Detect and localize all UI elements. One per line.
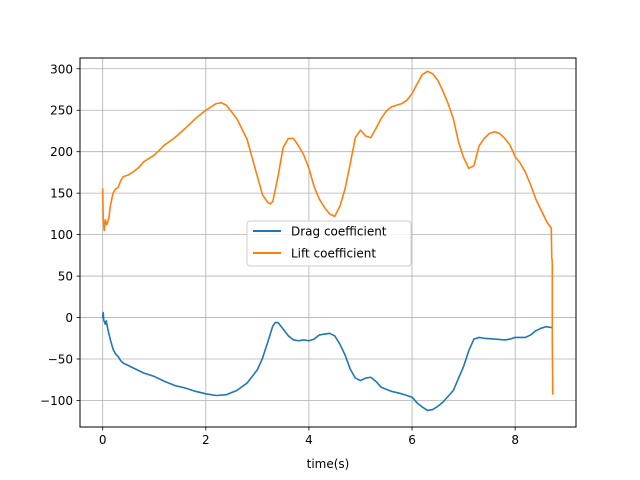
y-tick-label: 200 [50,145,73,159]
series-line-drag [101,311,553,412]
y-tick-label: −100 [40,394,73,408]
y-tick-label: 0 [65,311,73,325]
x-tick-label: 6 [408,433,416,447]
plot-lines [101,70,554,412]
legend-label-lift: Lift coefficient [291,247,376,261]
legend-label-drag: Drag coefficient [291,225,387,239]
y-tick-label: 150 [50,187,73,201]
legend-box [246,220,412,267]
y-tick-label: 300 [50,62,73,76]
legend: Drag coefficient Lift coefficient [246,220,412,267]
y-tick-label: −50 [48,353,73,367]
series-line-lift [101,70,554,395]
y-tick-label: 100 [50,228,73,242]
x-tick-label: 8 [511,433,519,447]
axes-frame [79,57,577,428]
x-tick-label: 0 [99,433,107,447]
axis-ticks: 0 2 4 6 8 −100 −50 0 50 100 150 200 250 300 [40,62,519,447]
x-axis-label: time(s) [307,457,350,471]
y-tick-label: 250 [50,104,73,118]
x-tick-label: 4 [305,433,313,447]
x-tick-label: 2 [202,433,210,447]
y-tick-label: 50 [58,270,73,284]
